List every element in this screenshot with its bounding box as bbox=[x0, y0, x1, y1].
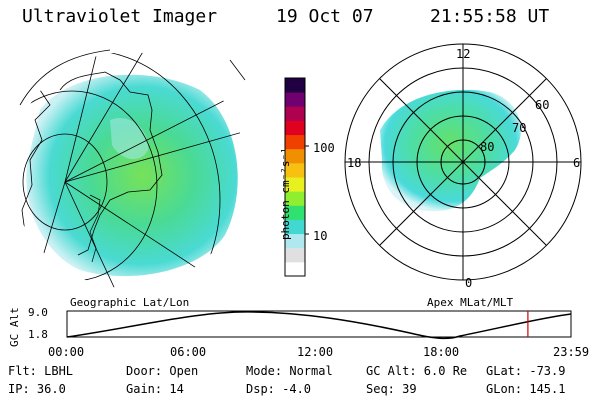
colorbar-tick-100: 100 bbox=[313, 141, 335, 155]
instrument-title: Ultraviolet Imager bbox=[22, 6, 218, 27]
right-panel-caption: Apex MLat/MLT bbox=[427, 296, 514, 309]
colorbar-segment bbox=[285, 106, 305, 121]
colorbar bbox=[284, 77, 309, 277]
info-ip: IP: 36.0 bbox=[8, 382, 66, 396]
colorbar-tick-10: 10 bbox=[313, 229, 328, 243]
mlat-label-70: 70 bbox=[512, 121, 527, 135]
colorbar-segment bbox=[285, 233, 305, 249]
mlat-label-80: 80 bbox=[480, 140, 495, 154]
altitude-plot-frame bbox=[66, 310, 572, 338]
mlt-label-0: 0 bbox=[465, 276, 473, 290]
colorbar-segment bbox=[285, 219, 305, 235]
info-dsp: Dsp: -4.0 bbox=[246, 382, 312, 396]
colorbar-segment bbox=[285, 247, 305, 263]
info-geographic-longitude: GLon: 145.1 bbox=[486, 382, 566, 396]
right-aurora-emission bbox=[380, 89, 522, 212]
info-door: Door: Open bbox=[126, 364, 199, 378]
colorbar-segment bbox=[285, 134, 305, 150]
altitude-xtick-4: 23:59 bbox=[553, 345, 590, 359]
info-sequence: Seq: 39 bbox=[366, 382, 417, 396]
altitude-ytick-min: 1.8 bbox=[28, 328, 48, 341]
left-aurora-hole bbox=[110, 118, 149, 160]
colorbar-segment bbox=[285, 120, 305, 136]
time-label: 21:55:58 UT bbox=[430, 6, 550, 27]
altitude-curve bbox=[66, 311, 572, 340]
colorbar-segment bbox=[285, 92, 305, 107]
mlt-label-18: 18 bbox=[347, 156, 362, 170]
altitude-xtick-0: 00:00 bbox=[48, 345, 85, 359]
limb-arc-top bbox=[19, 49, 111, 106]
colorbar-unit-label: photon cm⁻²s⁻¹ bbox=[279, 147, 292, 240]
coastline-outline-2 bbox=[17, 89, 51, 261]
colorbar-segment bbox=[285, 162, 305, 178]
colorbar-segment bbox=[285, 177, 305, 192]
colorbar-frame bbox=[284, 77, 306, 277]
coastline-outline-3 bbox=[89, 194, 101, 263]
left-panel-caption: Geographic Lat/Lon bbox=[70, 296, 190, 309]
mlat-label-60: 60 bbox=[535, 98, 550, 112]
date-label: 19 Oct 07 bbox=[276, 6, 374, 27]
mlt-label-6: 6 bbox=[573, 156, 581, 170]
colorbar-segment bbox=[285, 148, 305, 164]
altitude-xtick-3: 18:00 bbox=[423, 345, 460, 359]
polar-map bbox=[344, 43, 582, 281]
altitude-ylabel: GC Alt bbox=[8, 307, 21, 347]
info-geographic-latitude: GLat: -73.9 bbox=[486, 364, 566, 378]
colorbar-segment bbox=[285, 261, 305, 277]
colorbar-segment bbox=[285, 78, 305, 93]
altitude-plot bbox=[66, 310, 572, 340]
info-gc-altitude: GC Alt: 6.0 Re bbox=[366, 364, 468, 378]
altitude-ytick-max: 9.0 bbox=[28, 306, 48, 319]
altitude-xtick-2: 12:00 bbox=[297, 345, 334, 359]
coastline-outline bbox=[59, 71, 163, 256]
left-aurora-emission bbox=[26, 74, 238, 277]
mlt-label-12: 12 bbox=[456, 47, 471, 61]
altitude-xtick-1: 06:00 bbox=[170, 345, 207, 359]
info-mode: Mode: Normal bbox=[246, 364, 333, 378]
colorbar-segment bbox=[285, 191, 305, 206]
info-filter: Flt: LBHL bbox=[8, 364, 74, 378]
colorbar-segment bbox=[285, 205, 305, 220]
limb-arc-right bbox=[229, 59, 246, 81]
info-gain: Gain: 14 bbox=[126, 382, 184, 396]
